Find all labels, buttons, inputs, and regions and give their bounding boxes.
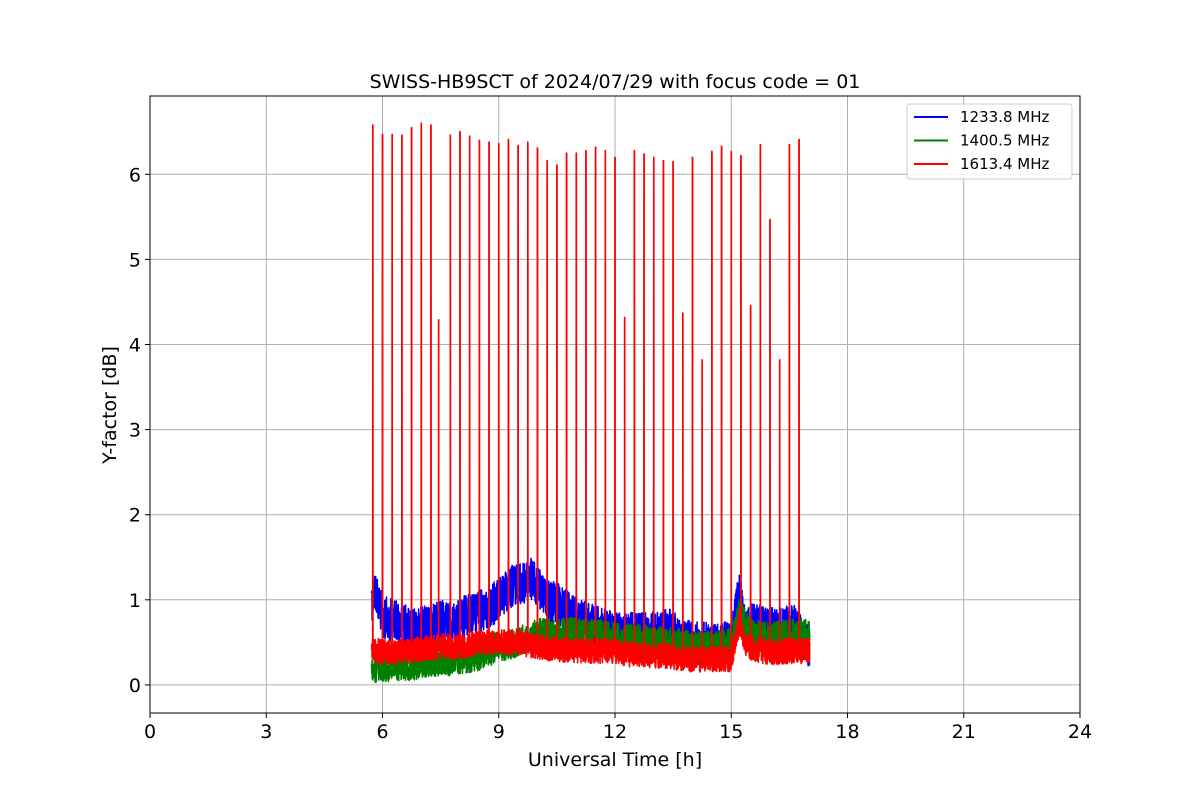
series-layer	[370, 122, 811, 684]
x-tick-label: 12	[603, 721, 627, 743]
y-axis-ticks: 0 1 2 3 4 5 6	[129, 164, 150, 697]
x-tick-label: 21	[952, 721, 976, 743]
series-1400.5-mhz	[370, 598, 811, 684]
x-axis-label: Universal Time [h]	[528, 749, 702, 771]
y-tick-label: 1	[129, 590, 141, 612]
x-tick-label: 24	[1068, 721, 1092, 743]
x-tick-label: 15	[719, 721, 743, 743]
x-tick-label: 0	[144, 721, 156, 743]
x-tick-label: 3	[260, 721, 272, 743]
y-tick-label: 6	[129, 164, 141, 186]
y-tick-label: 5	[129, 249, 141, 271]
legend: 1233.8 MHz 1400.5 MHz 1613.4 MHz	[906, 103, 1073, 180]
legend-label: 1613.4 MHz	[960, 155, 1049, 173]
y-tick-label: 4	[129, 335, 141, 357]
y-tick-label: 3	[129, 420, 141, 442]
series-line	[370, 598, 811, 684]
x-axis-ticks: 0 3 6 9 12 15 18 21 24	[144, 713, 1092, 743]
legend-label: 1400.5 MHz	[960, 132, 1049, 150]
x-tick-label: 18	[835, 721, 859, 743]
legend-label: 1233.8 MHz	[960, 108, 1049, 126]
series-1613.4-mhz	[370, 122, 811, 673]
y-axis-label: Y-factor [dB]	[99, 346, 121, 465]
y-tick-label: 2	[129, 505, 141, 527]
legend-box	[906, 103, 1073, 180]
series-line	[370, 122, 811, 673]
x-tick-label: 6	[376, 721, 388, 743]
y-tick-label: 0	[129, 675, 141, 697]
chart-title: SWISS-HB9SCT of 2024/07/29 with focus co…	[370, 71, 861, 93]
x-tick-label: 9	[493, 721, 505, 743]
